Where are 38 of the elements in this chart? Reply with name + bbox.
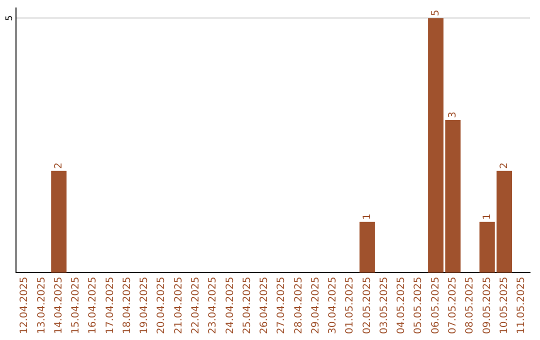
x-tick-label: 27.04.2025 xyxy=(276,276,288,334)
data-label: 2 xyxy=(53,162,64,169)
x-tick-label: 15.04.2025 xyxy=(70,276,82,334)
x-tick-label: 22.04.2025 xyxy=(190,276,202,334)
x-tick-label: 13.04.2025 xyxy=(36,276,48,334)
x-tick-label: 09.05.2025 xyxy=(482,276,493,334)
data-label: 1 xyxy=(362,213,373,220)
x-tick-label: 11.05.2025 xyxy=(516,276,528,334)
x-tick-label: 02.05.2025 xyxy=(362,276,373,334)
x-tick-label: 14.04.2025 xyxy=(53,276,64,334)
x-tick-label: 05.05.2025 xyxy=(413,276,424,334)
x-tick-label: 16.04.2025 xyxy=(88,276,99,334)
x-tick-label: 01.05.2025 xyxy=(344,276,356,334)
data-label: 5 xyxy=(430,10,442,16)
x-tick-label: 23.04.2025 xyxy=(208,276,219,334)
data-label: 2 xyxy=(498,162,510,169)
x-tick-label: 29.04.2025 xyxy=(310,276,322,334)
bar xyxy=(51,170,67,273)
x-tick-label: 26.04.2025 xyxy=(259,276,270,334)
bar xyxy=(360,222,375,273)
x-tick-label: 17.04.2025 xyxy=(104,276,116,334)
x-tick-label: 08.05.2025 xyxy=(464,276,476,334)
x-tick-label: 12.04.2025 xyxy=(19,276,30,334)
x-tick-label: 28.04.2025 xyxy=(293,276,304,334)
data-label: 1 xyxy=(482,213,493,220)
x-tick-label: 03.05.2025 xyxy=(378,276,390,334)
x-tick-label: 10.05.2025 xyxy=(498,276,510,334)
x-tick-label: 18.04.2025 xyxy=(122,276,133,334)
data-label: 3 xyxy=(447,112,458,118)
x-tick-label: 06.05.2025 xyxy=(430,276,442,334)
x-tick-label: 30.04.2025 xyxy=(328,276,339,334)
x-tick-label: 20.04.2025 xyxy=(156,276,168,334)
x-tick-label: 25.04.2025 xyxy=(242,276,253,334)
x-tick-label: 21.04.2025 xyxy=(173,276,184,334)
x-tick-label: 04.05.2025 xyxy=(396,276,408,334)
x-tick-label: 07.05.2025 xyxy=(447,276,458,334)
x-tick-label: 19.04.2025 xyxy=(139,276,150,334)
x-tick-label: 24.04.2025 xyxy=(224,276,236,334)
